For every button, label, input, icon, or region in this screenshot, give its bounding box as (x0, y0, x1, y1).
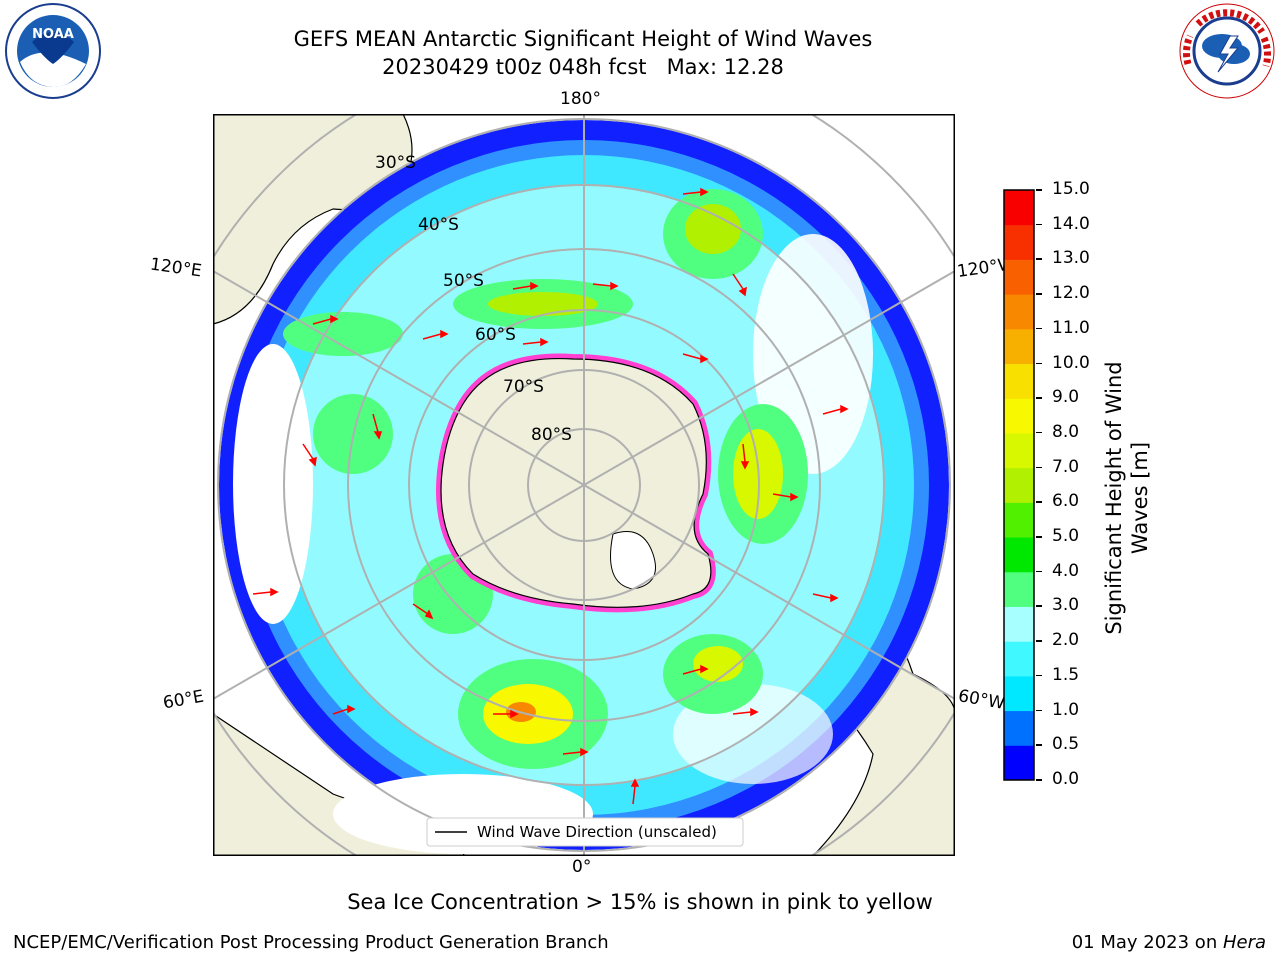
colorbar-tick-mark (1036, 189, 1042, 191)
colorbar-tick-label: 9.0 (1052, 387, 1080, 408)
colorbar-tick-label: 6.0 (1052, 491, 1080, 512)
nws-logo (1179, 3, 1275, 99)
colorbar-tick-label: 14.0 (1052, 213, 1090, 234)
graticule (213, 114, 955, 856)
colorbar-tick-label: 3.0 (1052, 595, 1080, 616)
colorbar-segment (1004, 328, 1034, 365)
map-title: GEFS MEAN Antarctic Significant Height o… (293, 27, 873, 51)
colorbar-segment (1004, 259, 1034, 295)
lat-label-30: 30°S (375, 153, 416, 173)
colorbar-segment (1004, 571, 1034, 607)
colorbar-tick-mark (1036, 744, 1042, 746)
lat-label-50: 50°S (443, 271, 484, 291)
lon-label-0: 0° (572, 857, 592, 877)
colorbar-tick-mark (1036, 536, 1042, 538)
colorbar-segment (1004, 190, 1034, 226)
lat-label-40: 40°S (418, 215, 459, 235)
map-legend: Wind Wave Direction (unscaled) (426, 817, 744, 847)
footer-organization: NCEP/EMC/Verification Post Processing Pr… (13, 932, 609, 953)
colorbar-tick-label: 0.5 (1052, 734, 1080, 755)
lon-label-60w: 60°W (956, 686, 1007, 714)
colorbar-tick-mark (1036, 709, 1042, 712)
noaa-logo: NOAA (5, 3, 101, 99)
colorbar-segment (1004, 745, 1034, 781)
colorbar-tick-mark (1036, 674, 1042, 677)
map-subtitle: 20230429 t00z 048h fcst Max: 12.28 (382, 55, 784, 79)
colorbar-tick-label: 0.0 (1052, 769, 1080, 789)
lon-label-180: 180° (560, 89, 601, 109)
wave-direction-arrows (252, 187, 849, 805)
colorbar-tick-label: 1.0 (1052, 699, 1080, 720)
colorbar-label: Significant Height of Wind Waves [m] (1102, 361, 1152, 635)
colorbar-segment (1004, 606, 1034, 642)
colorbar-segment (1004, 398, 1034, 434)
colorbar-tick-mark (1036, 466, 1042, 469)
sea-ice-caption: Sea Ice Concentration > 15% is shown in … (347, 890, 933, 914)
antarctica (436, 353, 716, 613)
colorbar-segment (1004, 710, 1034, 746)
colorbar-tick-label: 8.0 (1052, 421, 1080, 442)
colorbar-segment (1004, 641, 1034, 677)
footer-date-text: 01 May 2023 on (1071, 932, 1223, 953)
colorbar-tick-mark (1036, 362, 1042, 365)
colorbar-tick-label: 15.0 (1052, 179, 1090, 199)
colorbar-segment (1004, 537, 1034, 573)
colorbar-tick-mark (1036, 258, 1042, 260)
polar-map: Wind Wave Direction (unscaled) 30°S 40°S… (213, 114, 955, 856)
lat-label-60: 60°S (475, 325, 516, 345)
footer-date: 01 May 2023 on Hera (1072, 932, 1266, 953)
legend-label: Wind Wave Direction (unscaled) (477, 823, 717, 841)
colorbar-segment (1004, 363, 1034, 399)
colorbar-segment (1004, 467, 1034, 503)
colorbar-segment (1004, 502, 1034, 538)
colorbar-tick-mark (1036, 779, 1042, 781)
footer-machine: Hera (1222, 932, 1266, 953)
colorbar-tick-mark (1036, 570, 1042, 573)
colorbar-tick-label: 12.0 (1052, 283, 1090, 304)
colorbar-segment (1004, 224, 1034, 260)
colorbar-tick-label: 10.0 (1052, 352, 1090, 373)
colorbar-tick-label: 4.0 (1052, 560, 1080, 581)
colorbar-tick-mark (1036, 640, 1042, 642)
colorbar-tick-label: 1.5 (1052, 664, 1080, 685)
colorbar-tick-mark (1036, 431, 1042, 434)
noaa-logo-text: NOAA (32, 27, 74, 42)
colorbar-segment (1004, 294, 1034, 330)
colorbar-tick-label: 7.0 (1052, 456, 1080, 477)
colorbar (1003, 189, 1035, 781)
colorbar-tick-label: 13.0 (1052, 248, 1090, 269)
colorbar-tick-mark (1036, 397, 1042, 399)
colorbar-segment (1004, 432, 1034, 469)
colorbar-tick-mark (1036, 327, 1042, 330)
lat-label-70: 70°S (503, 377, 544, 397)
lon-label-120e: 120°E (148, 254, 203, 282)
colorbar-tick-mark (1036, 293, 1042, 295)
colorbar-tick-label: 11.0 (1052, 317, 1090, 338)
colorbar-tick-mark (1036, 223, 1042, 226)
colorbar-tick-label: 2.0 (1052, 630, 1080, 651)
colorbar-tick-label: 5.0 (1052, 526, 1080, 547)
lon-label-60e: 60°E (161, 686, 206, 714)
latitude-labels: 30°S 40°S 50°S 60°S 70°S 80°S (375, 153, 572, 445)
lat-label-80: 80°S (531, 425, 572, 445)
colorbar-segment (1004, 675, 1034, 712)
colorbar-tick-mark (1036, 605, 1042, 607)
colorbar-tick-mark (1036, 501, 1042, 503)
